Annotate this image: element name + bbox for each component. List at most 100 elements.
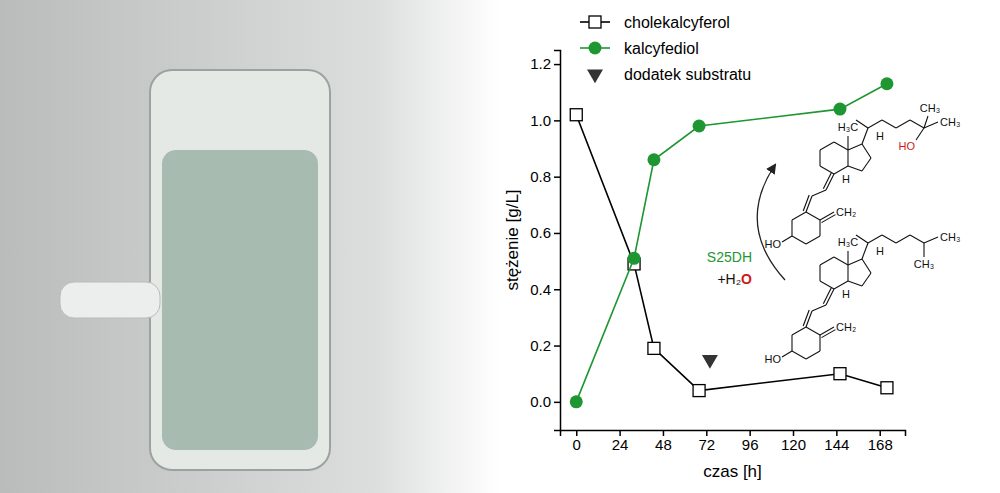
atom-label: CH₂ [836,321,856,333]
bond [791,220,792,236]
bond [821,330,835,338]
series-1 [570,77,894,408]
y-axis-line [554,51,561,431]
y-tick-mark [554,176,560,178]
bond [834,257,848,265]
y-tick: 1.0 [530,112,560,129]
bond [819,335,820,351]
bond [847,150,848,166]
legend-entry: kalcyfediol [580,40,699,57]
structure: H₃CHHCH₃CH₃HOCH₂HO [765,102,961,250]
y-tick-label: 0.6 [530,224,551,241]
bond [821,215,835,223]
bond [862,158,871,171]
bond [819,265,820,281]
x-tick-label: 24 [612,436,629,453]
data-point [880,77,893,90]
atom-label: HO [899,140,916,152]
bond [847,136,848,150]
x-axis-title: czas [h] [703,462,762,481]
reagent-label: +H₂O [717,271,752,287]
bond [792,236,806,244]
bond [820,327,834,335]
bond [812,190,826,196]
structure: H₃CHHCH₃CH₃CH₂HO [765,231,961,365]
x-tick-label: 120 [781,436,806,453]
bond [923,243,924,257]
x-tick: 120 [781,430,806,453]
y-tick: 0.2 [530,337,560,354]
data-point [647,153,660,166]
data-point [881,382,893,394]
x-tick: 96 [742,430,759,453]
bond [910,120,924,128]
data-point [693,120,706,133]
atom-label: CH₃ [914,258,934,270]
atom-label: H [842,173,850,185]
y-tick: 1.2 [530,55,560,72]
x-tick: 168 [868,430,893,453]
vessel [60,70,330,470]
x-tick: 144 [824,430,849,453]
legend-label: cholekalcyferol [624,14,730,31]
bond [862,144,871,158]
legend-symbol [589,42,602,55]
y-tick-mark [554,64,560,66]
atom-label: CH₂ [836,206,856,218]
x-tick-label: 72 [698,436,715,453]
vessel-liquid [162,150,318,450]
bond [924,237,938,243]
atom-label: HO [765,238,782,250]
bond [812,305,826,311]
background [0,0,1000,493]
bond [862,273,871,286]
bond [792,327,806,335]
y-tick-label: 0.8 [530,168,551,185]
reaction-arrow [757,165,785,280]
legend-entry: dodatek substratu [587,66,751,83]
bond [792,212,806,220]
bond [847,265,848,281]
vessel-tube [60,282,160,318]
bond [882,120,896,128]
y-tick-label: 1.0 [530,112,551,129]
bond [823,173,831,189]
bond [924,116,928,128]
bond [862,259,871,273]
data-point [693,385,705,397]
series-line [576,84,887,402]
data-point [628,252,641,265]
bond [792,351,806,359]
y-tick-label: 0.2 [530,337,551,354]
bond [834,142,848,150]
bond [868,120,882,128]
y-tick-mark [554,289,560,291]
bond [782,351,792,357]
data-point [833,103,846,116]
y-tick: 0.6 [530,224,560,241]
x-tick-label: 48 [655,436,672,453]
bond [819,220,820,236]
atom-label: H₃C [838,236,858,248]
bond [820,142,834,150]
y-tick-mark [554,233,560,235]
y-tick-mark [554,345,560,347]
series-line [576,115,887,391]
y-tick-label: 0.4 [530,281,551,298]
bond [806,236,820,244]
data-point [570,395,583,408]
bond [820,212,834,220]
x-tick-label: 96 [742,436,759,453]
atom-label: CH₃ [940,231,960,243]
bond [916,128,924,140]
photo-area [0,0,500,493]
bond [910,235,924,243]
bond [820,257,834,265]
x-tick-label: 144 [824,436,849,453]
bond [803,195,809,211]
enzyme-label: S25DH [707,249,752,265]
atom-label: HO [765,353,782,365]
bond [819,150,820,166]
y-axis: 0.00.20.40.60.81.01.2 [530,51,560,431]
data-point [570,109,582,121]
